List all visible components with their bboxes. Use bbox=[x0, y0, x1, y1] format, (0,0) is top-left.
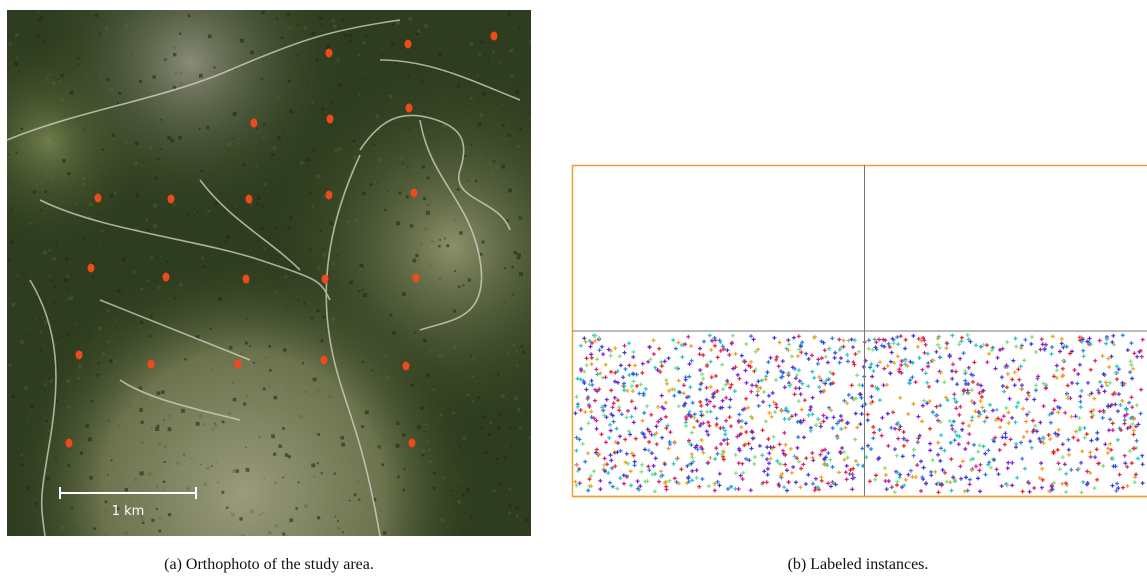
plot-marker bbox=[405, 40, 412, 49]
plot-marker bbox=[409, 439, 416, 448]
plot-marker bbox=[413, 274, 420, 283]
figure: 1 km (a) Orthophoto of the study area. (… bbox=[0, 0, 1147, 580]
plot-marker bbox=[327, 115, 334, 124]
caption-a: (a) Orthophoto of the study area. bbox=[164, 556, 374, 573]
plot-marker bbox=[251, 119, 258, 128]
plot-marker bbox=[246, 195, 253, 204]
plot-marker bbox=[322, 275, 329, 284]
plot-marker bbox=[403, 362, 410, 371]
plot-marker bbox=[148, 360, 155, 369]
plot-marker bbox=[406, 104, 413, 113]
plot-marker bbox=[411, 189, 418, 198]
plot-marker bbox=[321, 356, 328, 365]
caption-b: (b) Labeled instances. bbox=[788, 556, 929, 573]
scale-bar-label: 1 km bbox=[112, 504, 145, 519]
plot-marker bbox=[88, 264, 95, 273]
plot-marker bbox=[95, 194, 102, 203]
plot-marker bbox=[66, 439, 73, 448]
plot-marker bbox=[326, 191, 333, 200]
plot-marker bbox=[326, 49, 333, 58]
plot-marker bbox=[243, 275, 250, 284]
plot-marker bbox=[235, 360, 242, 369]
plot-marker bbox=[163, 273, 170, 282]
page: 1 km (a) Orthophoto of the study area. (… bbox=[0, 0, 1147, 580]
plot-marker bbox=[491, 32, 498, 41]
labeled-instances-panel bbox=[572, 165, 1147, 497]
plot-marker bbox=[168, 195, 175, 204]
plot-marker bbox=[76, 351, 83, 360]
orthophoto: 1 km bbox=[7, 10, 533, 538]
